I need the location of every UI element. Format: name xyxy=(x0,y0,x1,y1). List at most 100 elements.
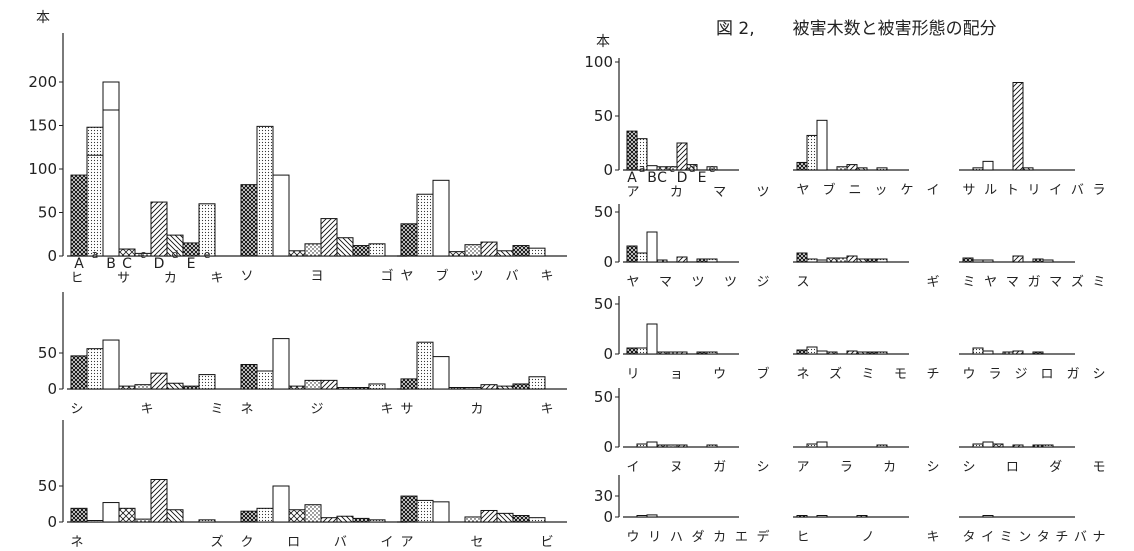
species-char: ブ xyxy=(822,182,835,198)
species-char: ミ xyxy=(861,367,874,382)
bar-B xyxy=(816,259,828,263)
category-letter: C xyxy=(122,256,132,272)
bar-d xyxy=(336,387,354,390)
species-char: サ xyxy=(117,271,130,286)
bar-E xyxy=(866,258,878,263)
species-char: ズ xyxy=(1071,274,1084,290)
bar-a xyxy=(806,346,818,355)
bar-B xyxy=(272,174,290,257)
bar-a xyxy=(416,499,434,523)
bar-c xyxy=(134,384,152,390)
y-tick-label: 100 xyxy=(28,160,57,178)
bar-d xyxy=(856,167,868,171)
species-char: ガ xyxy=(713,460,726,475)
category-letter: a xyxy=(92,248,99,261)
bar-d xyxy=(336,515,354,523)
bar-a xyxy=(86,348,104,390)
species-char: シ xyxy=(70,402,83,417)
species-char: モ xyxy=(894,367,907,382)
species-char: ヌ xyxy=(670,460,683,475)
species-char: ミ xyxy=(962,275,975,290)
species-char: シ xyxy=(926,460,939,475)
species-char: イ xyxy=(1049,183,1062,198)
bar-E xyxy=(1032,351,1044,355)
y-tick-label: 50 xyxy=(38,204,57,222)
figure-number: 図 2, xyxy=(716,19,755,39)
bar-d xyxy=(166,509,184,523)
unit-label: 本 xyxy=(36,10,50,26)
species-char: ヒ xyxy=(70,271,83,286)
bar-B xyxy=(646,514,658,518)
species-char: ジ xyxy=(310,402,323,417)
y-tick-label: 100 xyxy=(584,53,613,71)
y-tick-label: 50 xyxy=(38,477,57,495)
category-letter: a xyxy=(639,162,646,175)
bar-a xyxy=(636,252,648,263)
bar-d xyxy=(166,382,184,390)
species-char: タ xyxy=(1037,530,1050,545)
species-char: ヤ xyxy=(400,269,413,284)
species-char: ゴ xyxy=(380,268,393,284)
bar-C xyxy=(992,443,1004,448)
bar-B xyxy=(432,356,450,390)
bar-B xyxy=(102,81,120,257)
bar-B xyxy=(982,160,994,171)
species-char: ネ xyxy=(796,367,809,382)
bar-a xyxy=(256,370,274,390)
bar-a xyxy=(416,193,434,257)
bar-B xyxy=(272,338,290,390)
species-char: ウ xyxy=(626,530,639,545)
species-char: ラ xyxy=(1092,183,1105,198)
bar-c xyxy=(304,504,322,523)
y-tick-label: 0 xyxy=(603,508,613,526)
species-char: ス xyxy=(796,275,809,290)
bar-e xyxy=(876,167,888,171)
species-char: マ xyxy=(1006,275,1019,290)
species-char: ロ xyxy=(287,535,300,550)
bar-c xyxy=(304,243,322,257)
figure-caption: 被害木数と被害形態の配分 xyxy=(792,19,997,39)
panel-9: アセビ xyxy=(397,495,567,550)
species-char: カ xyxy=(883,460,896,475)
species-char: セ xyxy=(470,535,483,550)
y-tick-label: 0 xyxy=(603,438,613,456)
y-tick-label: 0 xyxy=(603,161,613,179)
species-char: ミ xyxy=(1000,530,1013,545)
bar-D xyxy=(846,164,858,171)
bar-e xyxy=(528,247,546,257)
bar-D xyxy=(676,444,688,448)
species-char: ア xyxy=(796,460,809,475)
category-letter: C xyxy=(657,170,667,186)
y-tick-label: 50 xyxy=(594,107,613,125)
y-tick-label: 0 xyxy=(47,380,57,398)
bar-e xyxy=(528,517,546,523)
species-char: イ xyxy=(626,460,639,475)
bar-D xyxy=(320,218,338,257)
bar-D xyxy=(480,509,498,523)
species-char: マ xyxy=(713,185,726,200)
species-char: ウ xyxy=(713,367,726,382)
species-char: ヤ xyxy=(984,275,997,290)
species-char: キ xyxy=(210,271,223,286)
species-char: ヒ xyxy=(796,530,809,545)
figure-title: 図 2, 被害木数と被害形態の配分 xyxy=(716,14,997,39)
species-char: ミ xyxy=(1092,275,1105,290)
bar-A xyxy=(626,347,638,355)
species-char: ロ xyxy=(1040,367,1053,382)
species-char: リ xyxy=(626,367,639,382)
species-char: ツ xyxy=(756,185,769,200)
species-char: シ xyxy=(1092,367,1105,382)
bar-E xyxy=(696,258,708,263)
bar-B xyxy=(432,501,450,523)
panels: 050100150200本AaB CcDdEeヒサカキソヨゴヤブツバキ050シキミ… xyxy=(28,10,1105,550)
bar-e xyxy=(876,444,888,448)
bar-E xyxy=(866,351,878,355)
species-char: ソ xyxy=(240,269,253,284)
bar-A xyxy=(70,355,88,390)
bar-e xyxy=(198,203,216,257)
bar-B xyxy=(816,515,828,518)
bar-C xyxy=(448,251,466,257)
bar-d xyxy=(496,385,514,390)
category-letter: e xyxy=(709,162,716,175)
